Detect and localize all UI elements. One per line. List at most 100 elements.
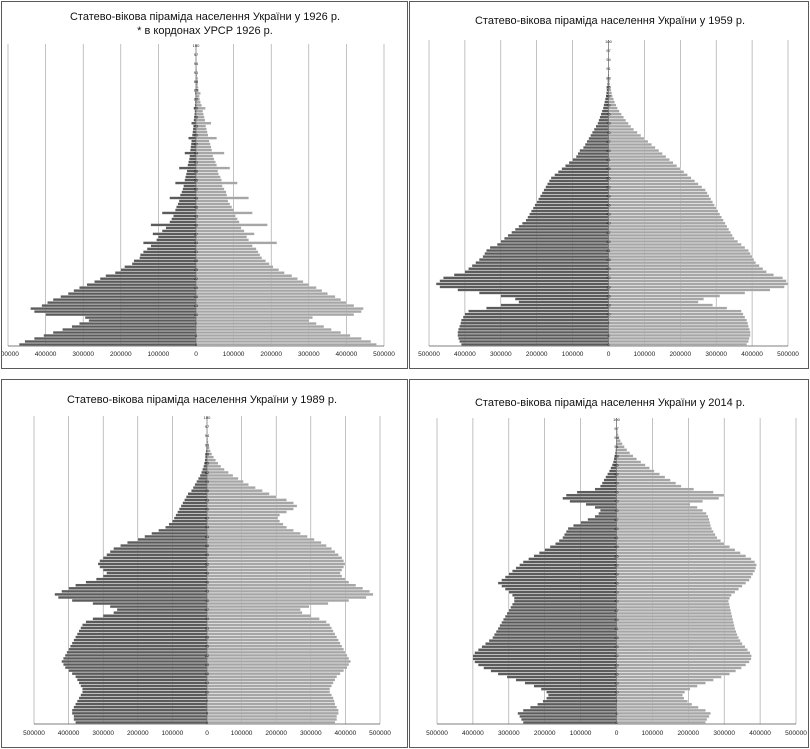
age-label: 25 — [205, 644, 210, 649]
bar-female-age-3 — [608, 334, 751, 337]
bar-male-age-0 — [19, 343, 197, 346]
bar-female-age-62 — [616, 533, 716, 536]
bar-male-age-21 — [439, 279, 609, 283]
bar-male-age-10 — [45, 313, 197, 316]
age-label: 25 — [614, 644, 619, 649]
bar-female-age-72 — [616, 503, 691, 506]
bar-male-age-76 — [576, 490, 617, 494]
bar-male-age-52 — [97, 562, 208, 566]
age-label: 100 — [605, 39, 612, 44]
bar-female-age-20 — [206, 660, 351, 663]
x-tick-label: 0 — [205, 730, 209, 737]
bar-male-age-47 — [536, 200, 609, 204]
age-label: 91 — [194, 70, 199, 75]
bar-female-age-43 — [616, 590, 736, 594]
bar-female-age-80 — [616, 478, 671, 482]
bar-female-age-61 — [206, 535, 308, 538]
age-label: 46 — [194, 204, 199, 209]
bar-female-age-58 — [608, 167, 681, 171]
age-label: 58 — [205, 543, 210, 548]
bar-male-age-7 — [79, 322, 197, 325]
bar-female-age-48 — [608, 197, 711, 201]
bar-female-age-36 — [616, 612, 732, 615]
bar-male-age-31 — [80, 626, 208, 630]
age-label: 34 — [606, 239, 611, 244]
bar-male-age-13 — [41, 304, 197, 307]
bar-male-age-18 — [73, 289, 197, 292]
bar-female-age-85 — [616, 463, 646, 467]
bar-male-age-56 — [539, 551, 617, 555]
x-tick-label: 300000 — [498, 730, 520, 737]
bar-female-age-31 — [616, 627, 736, 630]
age-label: 49 — [194, 195, 199, 200]
age-label: 3 — [615, 711, 618, 716]
bar-male-age-74 — [562, 496, 617, 500]
age-label: 70 — [205, 506, 210, 511]
bar-male-age-9 — [80, 693, 208, 697]
bar-male-age-44 — [162, 211, 197, 215]
x-tick-label: 300000 — [92, 730, 114, 737]
bar-male-age-68 — [175, 513, 208, 517]
bar-female-age-1 — [616, 718, 708, 721]
bar-male-age-33 — [497, 243, 609, 246]
bar-male-age-3 — [43, 334, 197, 337]
bar-male-age-41 — [514, 596, 617, 600]
bar-female-age-42 — [206, 593, 374, 596]
bar-male-age-48 — [538, 197, 609, 201]
age-label: 91 — [614, 444, 619, 449]
bar-female-age-1 — [195, 340, 371, 343]
bar-female-age-62 — [608, 155, 666, 158]
bar-male-age-8 — [78, 696, 208, 700]
age-label: 82 — [614, 471, 619, 476]
age-label: 10 — [194, 312, 199, 317]
bar-female-age-68 — [206, 513, 280, 517]
bar-female-age-69 — [195, 136, 217, 140]
bar-female-age-68 — [608, 137, 645, 140]
pyramid-panel-2014: Статево-вікова піраміда населення Україн… — [409, 379, 809, 748]
bar-male-age-43 — [508, 590, 617, 594]
bar-female-age-79 — [206, 480, 244, 483]
x-tick-label: 500000 — [2, 351, 19, 358]
chart-title: Статево-вікова піраміда населення Україн… — [475, 15, 745, 27]
age-label: 43 — [606, 212, 611, 217]
x-tick-label: 500000 — [426, 730, 448, 737]
bar-female-age-63 — [206, 529, 294, 532]
bar-female-age-80 — [206, 477, 239, 480]
bar-female-age-46 — [608, 203, 715, 207]
age-label: 100 — [204, 415, 211, 420]
bar-female-age-42 — [616, 593, 732, 597]
bar-female-age-1 — [206, 718, 337, 721]
bar-female-age-40 — [195, 223, 268, 227]
bar-female-age-71 — [206, 504, 298, 508]
x-tick-label: 200000 — [110, 351, 132, 358]
x-tick-label: 400000 — [749, 730, 771, 737]
bar-male-age-62 — [151, 532, 208, 535]
bar-female-age-28 — [608, 258, 754, 261]
bar-female-age-8 — [195, 319, 309, 322]
bar-female-age-42 — [608, 215, 722, 219]
x-tick-label: 300000 — [298, 351, 320, 358]
bar-female-age-7 — [608, 321, 748, 325]
bar-female-age-2 — [616, 715, 710, 718]
age-label: 58 — [194, 168, 199, 173]
bar-male-age-25 — [70, 644, 208, 648]
age-label: 76 — [194, 115, 199, 120]
x-tick-label: 200000 — [127, 730, 149, 737]
bar-male-age-24 — [478, 648, 617, 652]
bar-female-age-35 — [206, 614, 311, 618]
age-label: 73 — [614, 499, 619, 504]
bar-male-age-31 — [486, 249, 609, 252]
bar-male-age-72 — [585, 503, 617, 506]
bar-female-age-49 — [616, 572, 753, 576]
bar-female-age-53 — [616, 560, 755, 564]
bar-male-age-14 — [47, 301, 197, 304]
age-label: 70 — [614, 508, 619, 513]
x-tick-label: 100000 — [562, 351, 584, 358]
bar-female-age-24 — [206, 647, 344, 651]
bar-male-age-11 — [541, 687, 617, 691]
bar-male-age-43 — [529, 212, 609, 216]
bar-female-age-13 — [616, 681, 706, 685]
bar-male-age-19 — [478, 663, 617, 667]
bar-male-age-22 — [65, 654, 208, 657]
age-label: 61 — [614, 535, 619, 540]
